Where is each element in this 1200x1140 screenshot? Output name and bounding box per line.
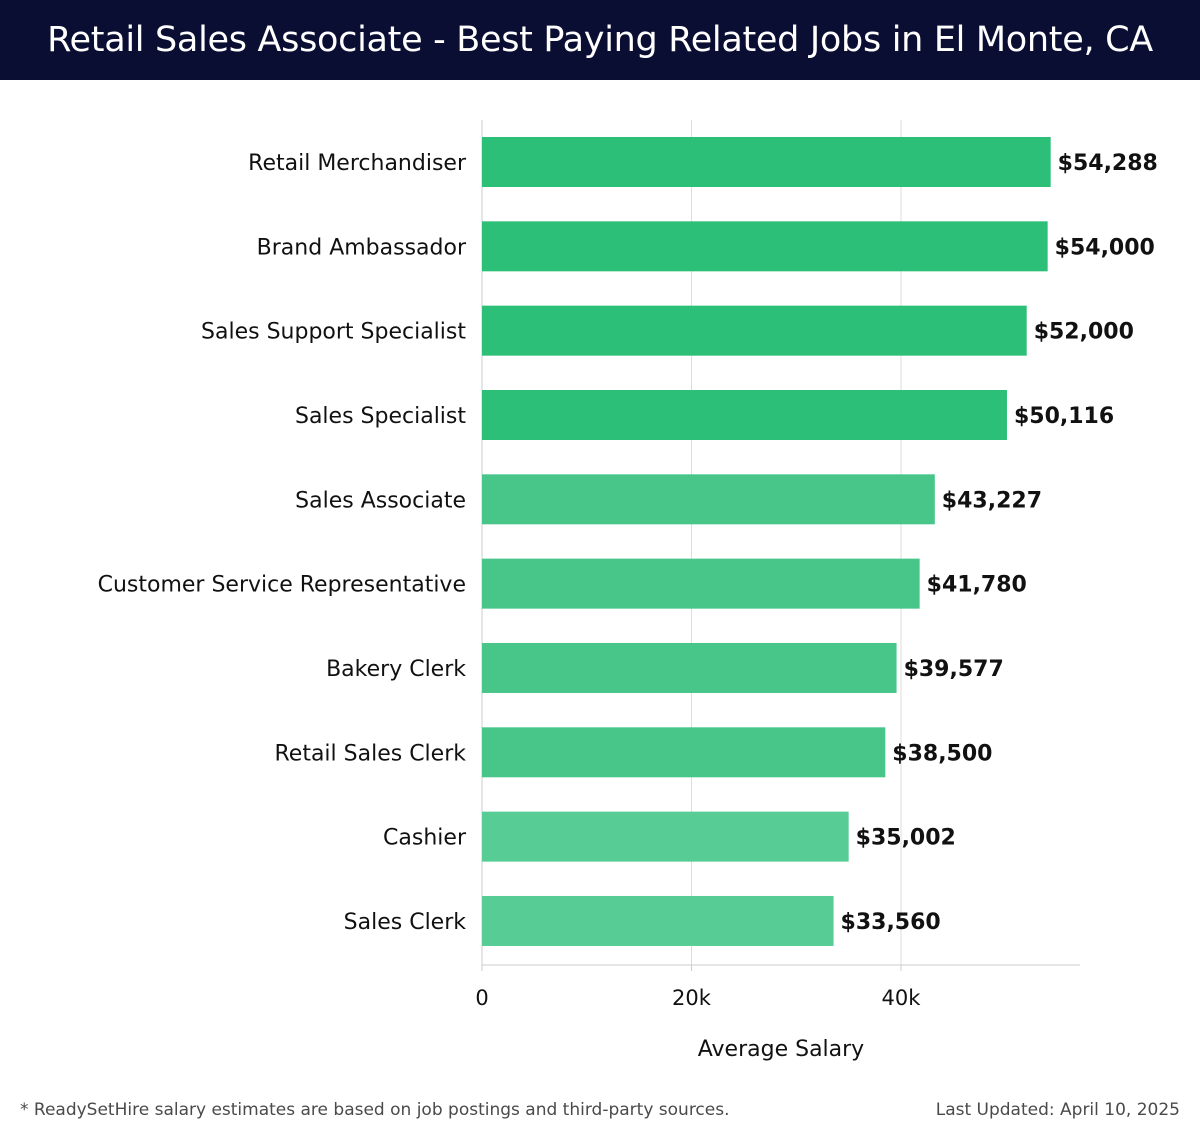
category-label: Retail Sales Clerk xyxy=(274,741,466,766)
bar xyxy=(482,811,849,862)
value-label: $41,780 xyxy=(927,573,1027,598)
category-label: Brand Ambassador xyxy=(257,235,467,260)
category-label: Retail Merchandiser xyxy=(248,151,467,176)
value-label: $35,002 xyxy=(856,826,956,851)
category-label: Sales Support Specialist xyxy=(201,320,466,345)
category-label: Sales Specialist xyxy=(295,404,466,429)
category-label: Bakery Clerk xyxy=(326,657,466,682)
x-tick-label: 0 xyxy=(475,986,488,1010)
x-tick-label: 20k xyxy=(672,986,712,1010)
chart-header: Retail Sales Associate - Best Paying Rel… xyxy=(0,0,1200,80)
value-label: $39,577 xyxy=(904,657,1004,682)
bar xyxy=(482,895,834,946)
value-label: $43,227 xyxy=(942,488,1042,513)
bar xyxy=(482,474,935,525)
value-label: $38,500 xyxy=(892,741,992,766)
bar xyxy=(482,727,886,778)
value-label: $33,560 xyxy=(841,910,941,935)
last-updated: Last Updated: April 10, 2025 xyxy=(935,1100,1180,1120)
bar xyxy=(482,305,1027,356)
category-label: Customer Service Representative xyxy=(98,573,466,598)
x-axis-label: Average Salary xyxy=(698,1037,864,1062)
category-label: Sales Clerk xyxy=(344,910,467,935)
value-label: $52,000 xyxy=(1034,320,1134,345)
bar xyxy=(482,642,897,693)
value-label: $54,000 xyxy=(1055,235,1155,260)
footer-note: * ReadySetHire salary estimates are base… xyxy=(20,1100,730,1120)
chart-title: Retail Sales Associate - Best Paying Rel… xyxy=(47,20,1153,60)
value-label: $50,116 xyxy=(1014,404,1114,429)
bar xyxy=(482,221,1048,272)
category-label: Cashier xyxy=(383,826,467,851)
bar xyxy=(482,389,1007,440)
bar xyxy=(482,558,920,609)
category-label: Sales Associate xyxy=(295,488,466,513)
value-label: $54,288 xyxy=(1058,151,1158,176)
x-tick-label: 40k xyxy=(882,986,922,1010)
bar xyxy=(482,137,1051,187)
